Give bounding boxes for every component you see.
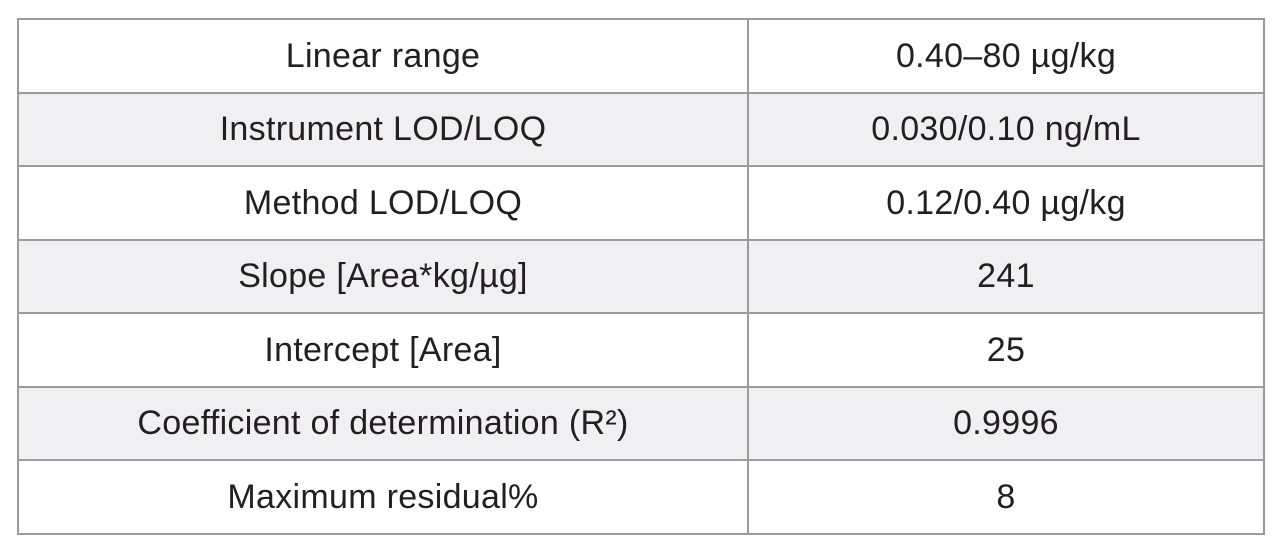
value-cell: 0.030/0.10 ng/mL (747, 91, 1265, 167)
table-row: Coefficient of determination (R²) 0.9996 (17, 385, 1265, 461)
value-cell: 0.9996 (747, 385, 1265, 461)
table-row: Instrument LOD/LOQ 0.030/0.10 ng/mL (17, 91, 1265, 167)
value-cell: 0.40–80 µg/kg (747, 18, 1265, 94)
parameter-cell: Instrument LOD/LOQ (17, 91, 749, 167)
table-row: Intercept [Area] 25 (17, 312, 1265, 388)
parameter-cell: Method LOD/LOQ (17, 165, 749, 241)
parameter-cell: Maximum residual% (17, 459, 749, 535)
table-row: Slope [Area*kg/µg] 241 (17, 238, 1265, 314)
parameter-cell: Slope [Area*kg/µg] (17, 238, 749, 314)
parameter-cell: Intercept [Area] (17, 312, 749, 388)
parameter-cell: Linear range (17, 18, 749, 94)
value-cell: 25 (747, 312, 1265, 388)
value-cell: 8 (747, 459, 1265, 535)
table-row: Linear range 0.40–80 µg/kg (17, 18, 1265, 94)
table-row: Maximum residual% 8 (17, 459, 1265, 535)
parameter-cell: Coefficient of determination (R²) (17, 385, 749, 461)
method-validation-table: Linear range 0.40–80 µg/kg Instrument LO… (17, 18, 1265, 535)
table-row: Method LOD/LOQ 0.12/0.40 µg/kg (17, 165, 1265, 241)
value-cell: 0.12/0.40 µg/kg (747, 165, 1265, 241)
value-cell: 241 (747, 238, 1265, 314)
